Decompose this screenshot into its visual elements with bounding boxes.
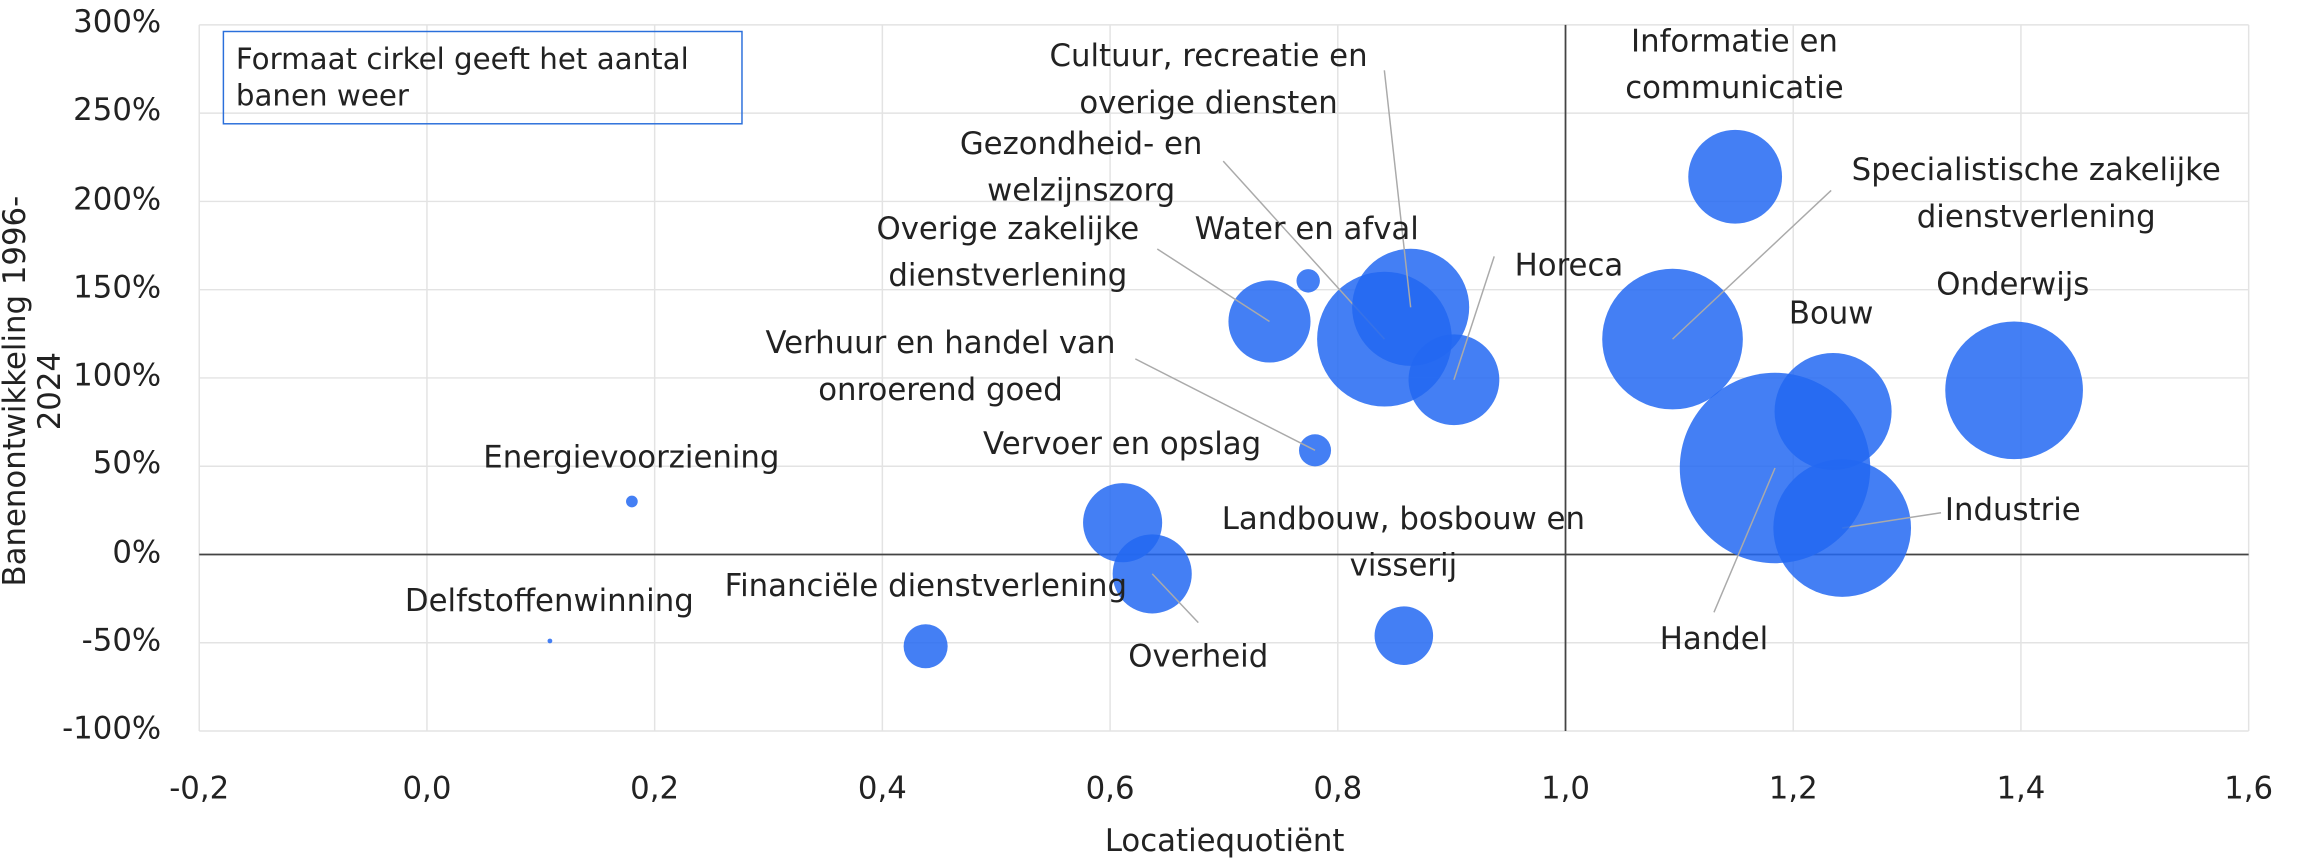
y-tick-label: 150%	[73, 269, 162, 305]
leader-line	[1453, 256, 1495, 380]
bubble	[1296, 269, 1320, 293]
leader-line	[1842, 511, 1942, 529]
bubble-label: Overige zakelijke dienstverlening	[876, 210, 1140, 293]
x-tick-label: 1,0	[1541, 770, 1590, 806]
leader-line	[1134, 358, 1316, 451]
bubble-label: Horeca	[1514, 247, 1624, 283]
x-tick-label: 0,4	[857, 770, 907, 806]
x-tick-label: 1,2	[1768, 770, 1818, 806]
bubble-label: Specialistische zakelijke dienstverlenin…	[1851, 152, 2221, 235]
y-tick-label: 50%	[92, 445, 162, 481]
x-tick-label: 0,6	[1085, 770, 1135, 806]
x-tick-label: 0,8	[1313, 770, 1363, 806]
bubble	[1688, 129, 1783, 224]
x-axis-title: Locatiequotiënt	[1104, 823, 1345, 859]
bubble-label: Overheid	[1128, 638, 1269, 674]
bubble	[1408, 334, 1500, 426]
bubble-label: Onderwijs	[1936, 266, 2090, 302]
y-tick-label: 100%	[73, 357, 162, 393]
y-tick-label: 250%	[73, 92, 162, 128]
bubble-label: Water en afval	[1194, 210, 1419, 247]
bubble	[903, 624, 948, 669]
bubble	[1945, 321, 2083, 460]
leader-line	[1672, 189, 1832, 340]
y-tick-label: -50%	[81, 622, 162, 658]
bubble-label: Industrie	[1944, 492, 2081, 528]
bubble-label: Delfstoffenwinning	[404, 583, 694, 619]
leader-line	[1383, 70, 1412, 308]
bubble-label: Bouw	[1788, 295, 1874, 332]
leader-line	[1151, 573, 1199, 624]
x-tick-label: 0,2	[630, 770, 680, 806]
y-tick-label: 300%	[73, 4, 162, 40]
y-tick-label: 0%	[112, 533, 162, 570]
bubble-label: Vervoer en opslag	[983, 426, 1262, 462]
bubble-label: Informatie en communicatie	[1625, 23, 1844, 106]
bubble-label: Handel	[1659, 621, 1769, 657]
x-tick-label: 1,6	[2224, 770, 2274, 806]
bubble-label: Energievoorziening	[483, 439, 780, 475]
x-tick-label: -0,2	[169, 770, 230, 806]
bubble-label: Verhuur en handel van onroerend goed	[765, 325, 1116, 408]
bubble-label: Cultuur, recreatie en overige diensten	[1049, 38, 1368, 121]
x-tick-label: 0,0	[402, 770, 452, 806]
bubble	[547, 638, 553, 644]
bubble-label: Gezondheid- en welzijnszorg	[959, 125, 1203, 209]
y-tick-label: 200%	[73, 180, 162, 217]
x-tick-label: 1,4	[1996, 770, 2046, 806]
bubble	[1112, 534, 1192, 614]
bubble-label: Landbouw, bosbouw en visserij	[1221, 501, 1585, 584]
leader-line	[1156, 248, 1270, 323]
bubble	[1374, 606, 1434, 665]
y-axis-title: Banenontwikkeling 1996-2024	[0, 195, 68, 587]
y-tick-label: -100%	[62, 710, 162, 746]
bubble	[626, 495, 638, 508]
bubble-label: Financiële dienstverlening	[724, 568, 1128, 604]
leader-line	[1713, 467, 1776, 613]
annotation: Formaat cirkel geeft het aantal banen we…	[222, 30, 743, 125]
